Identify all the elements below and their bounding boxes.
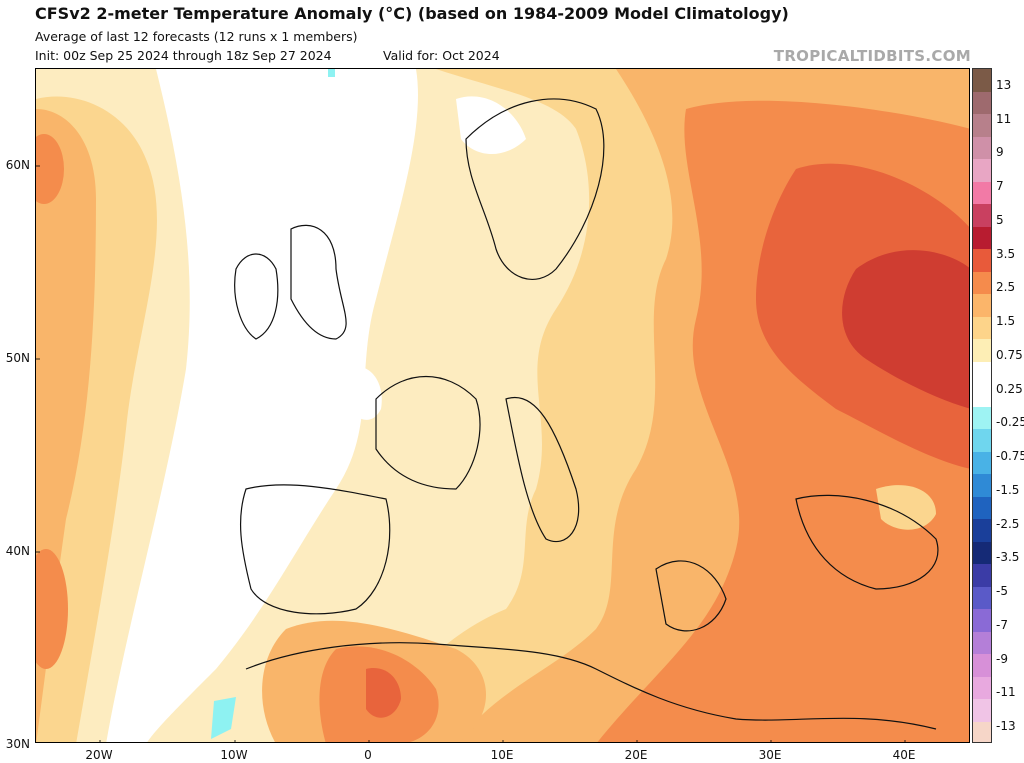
lat-label-40n: 40N bbox=[5, 544, 30, 558]
atlantic-warm-spot-south bbox=[36, 549, 68, 669]
colorbar-label: -0.25 bbox=[996, 415, 1024, 430]
colorbar-swatch bbox=[973, 451, 991, 474]
colorbar-swatch bbox=[973, 699, 991, 722]
init-time: Init: 00z Sep 25 2024 through 18z Sep 27… bbox=[35, 48, 332, 63]
colorbar-swatch bbox=[973, 159, 991, 182]
colorbar-swatch bbox=[973, 339, 991, 362]
colorbar-swatch bbox=[973, 631, 991, 654]
atlantic-warm-spot-north bbox=[36, 134, 64, 204]
north-africa-hot bbox=[366, 668, 401, 718]
colorbar-label: 2.5 bbox=[996, 280, 1016, 295]
colorbar-label: 9 bbox=[996, 145, 1004, 160]
colorbar-label: -11 bbox=[996, 685, 1016, 700]
map-subtitle: Average of last 12 forecasts (12 runs x … bbox=[35, 29, 358, 44]
colorbar bbox=[972, 68, 992, 743]
lat-label-50n: 50N bbox=[5, 351, 30, 365]
lon-label-10e: 10E bbox=[490, 748, 514, 762]
colorbar-label: 0.25 bbox=[996, 381, 1023, 396]
lon-label-10w: 10W bbox=[220, 748, 248, 762]
small-cool-spot bbox=[328, 69, 335, 77]
lat-label-60n: 60N bbox=[5, 158, 30, 172]
scandinavia-neutral bbox=[456, 96, 526, 154]
lon-label-30e: 30E bbox=[758, 748, 782, 762]
brand-watermark: TROPICALTIDBITS.COM bbox=[773, 47, 971, 65]
colorbar-label: -7 bbox=[996, 617, 1008, 632]
colorbar-label: -1.5 bbox=[996, 482, 1020, 497]
lon-label-20w: 20W bbox=[85, 748, 113, 762]
canary-cool-spot bbox=[211, 697, 236, 739]
colorbar-swatch bbox=[973, 406, 991, 429]
colorbar-label: -3.5 bbox=[996, 550, 1020, 565]
colorbar-swatch bbox=[973, 271, 991, 294]
colorbar-swatch bbox=[973, 541, 991, 564]
lon-label-40e: 40E bbox=[892, 748, 916, 762]
colorbar-label: -5 bbox=[996, 584, 1008, 599]
colorbar-swatch bbox=[973, 519, 991, 542]
colorbar-swatch bbox=[973, 496, 991, 519]
colorbar-swatch bbox=[973, 226, 991, 249]
colorbar-swatch bbox=[973, 114, 991, 137]
colorbar-swatch bbox=[973, 69, 991, 92]
colorbar-swatch bbox=[973, 564, 991, 587]
colorbar-label: 5 bbox=[996, 212, 1004, 227]
colorbar-label: 11 bbox=[996, 111, 1012, 126]
colorbar-swatch bbox=[973, 654, 991, 677]
lon-label-20e: 20E bbox=[624, 748, 648, 762]
france-neutral bbox=[346, 366, 382, 420]
colorbar-label: -0.75 bbox=[996, 449, 1024, 464]
russia-hotter bbox=[842, 250, 969, 409]
colorbar-swatch bbox=[973, 586, 991, 609]
colorbar-swatch bbox=[973, 474, 991, 497]
colorbar-label: 13 bbox=[996, 77, 1012, 92]
colorbar-swatch bbox=[973, 136, 991, 159]
colorbar-label: 1.5 bbox=[996, 314, 1016, 329]
lat-label-30n: 30N bbox=[5, 737, 30, 751]
coastlines bbox=[234, 98, 939, 730]
colorbar-label: -13 bbox=[996, 719, 1016, 734]
colorbar-swatch bbox=[973, 721, 991, 742]
colorbar-label: 0.75 bbox=[996, 347, 1023, 362]
colorbar-swatch bbox=[973, 91, 991, 114]
lon-label-0: 0 bbox=[364, 748, 372, 762]
colorbar-swatch bbox=[973, 676, 991, 699]
colorbar-label: 3.5 bbox=[996, 246, 1016, 261]
colorbar-label: 7 bbox=[996, 179, 1004, 194]
graticule-ticks bbox=[36, 165, 906, 742]
anomaly-field bbox=[36, 69, 969, 742]
colorbar-swatch bbox=[973, 181, 991, 204]
map-title: CFSv2 2-meter Temperature Anomaly (°C) (… bbox=[35, 4, 789, 23]
colorbar-swatch bbox=[973, 429, 991, 452]
anomaly-map[interactable] bbox=[35, 68, 970, 743]
colorbar-swatch bbox=[973, 204, 991, 227]
colorbar-label: -9 bbox=[996, 651, 1008, 666]
black-sea-coast-weak bbox=[876, 485, 936, 530]
atlantic-neutral bbox=[106, 69, 418, 742]
colorbar-swatch bbox=[973, 384, 991, 407]
colorbar-label: -2.5 bbox=[996, 516, 1020, 531]
colorbar-swatch bbox=[973, 316, 991, 339]
colorbar-swatch bbox=[973, 361, 991, 384]
colorbar-swatch bbox=[973, 294, 991, 317]
colorbar-swatch bbox=[973, 249, 991, 272]
colorbar-swatch bbox=[973, 609, 991, 632]
valid-time: Valid for: Oct 2024 bbox=[383, 48, 500, 63]
